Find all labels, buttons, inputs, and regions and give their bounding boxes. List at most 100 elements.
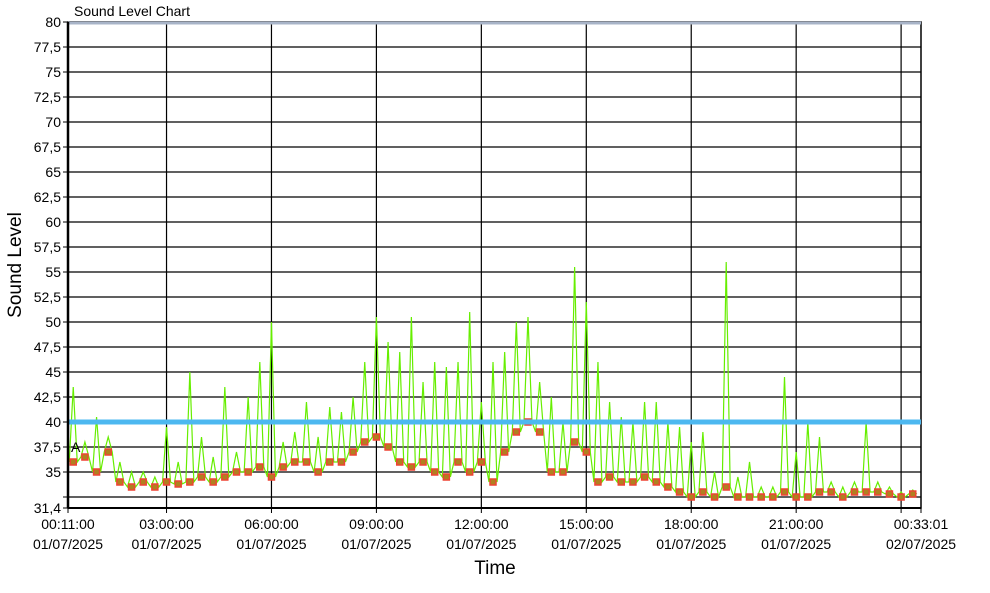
y-tick-label: 31,4 [34,500,61,516]
level-marker [337,458,346,466]
level-marker [419,458,427,466]
x-tick-time: 00:11:00 [41,516,95,532]
x-tick-date: 01/07/2025 [131,536,201,552]
level-marker [780,488,789,496]
level-marker [594,478,602,486]
level-marker [326,458,334,466]
y-tick-label: 50 [45,314,61,330]
level-marker [804,493,812,501]
level-marker [664,483,672,491]
level-marker [69,458,77,466]
level-marker [885,490,894,498]
level-marker [104,448,112,456]
level-marker [722,483,730,491]
x-tick-date: 01/07/2025 [656,536,726,552]
level-marker [839,493,847,501]
y-tick-label: 60 [45,214,61,230]
level-marker [232,468,241,476]
level-marker [407,463,416,471]
level-marker [372,433,381,441]
x-tick-time: 00:33:01 [894,516,949,532]
level-marker [349,448,357,456]
level-marker [139,478,147,486]
level-marker [605,473,614,481]
y-tick-label: 70 [45,114,61,130]
level-marker [734,493,742,501]
plot-border [67,21,922,509]
level-marker [547,468,556,476]
y-tick-label: 45 [45,364,61,380]
level-marker [151,483,159,491]
y-tick-label: 80 [45,14,61,30]
x-tick-time: 18:00:00 [664,516,719,532]
chart-title: Sound Level Chart [74,3,190,19]
level-marker [512,428,521,436]
level-marker [862,488,870,496]
y-tick-label: 67,5 [34,139,61,155]
x-tick-date: 02/07/2025 [886,536,956,552]
y-tick-label: 37,5 [34,439,61,455]
level-marker [535,428,544,436]
grid [67,21,922,509]
y-tick-label: 75 [45,64,61,80]
level-marker [221,473,229,481]
x-tick-time: 06:00:00 [244,516,299,532]
x-tick-date: 01/07/2025 [761,536,831,552]
level-marker [710,493,719,501]
level-marker [874,488,882,496]
annotation-label: A [71,439,81,455]
x-tick-time: 12:00:00 [454,516,509,532]
x-tick-date: 01/07/2025 [341,536,411,552]
level-marker [850,488,859,496]
level-marker [489,478,497,486]
level-marker [314,468,322,476]
y-tick-label: 77,5 [34,39,61,55]
level-marker [827,488,835,496]
y-tick-label: 55 [45,264,61,280]
level-marker [92,468,101,476]
level-marker [757,493,765,501]
y-tick-label: 52,5 [34,289,61,305]
x-tick-time: 03:00:00 [139,516,194,532]
level-marker [745,493,754,501]
y-tick-label: 47,5 [34,339,61,355]
level-marker [267,473,276,481]
x-tick-date: 01/07/2025 [551,536,621,552]
level-marker [687,493,695,501]
level-marker [395,458,404,466]
level-marker [174,480,182,488]
level-marker [500,448,509,456]
level-marker [302,458,311,466]
level-marker [582,448,591,456]
level-marker [699,488,707,496]
y-tick-label: 62,5 [34,189,61,205]
level-marker [465,468,474,476]
y-tick-label: 72,5 [34,89,61,105]
level-marker [279,463,287,471]
level-marker [559,468,567,476]
x-tick-date: 01/07/2025 [236,536,306,552]
level-marker [384,443,392,451]
data-marks: A [68,261,921,501]
y-tick-label: 57,5 [34,239,61,255]
level-marker [897,493,905,501]
level-marker [815,488,824,496]
x-tick-date: 01/07/2025 [33,536,103,552]
x-tick-date: 01/07/2025 [446,536,516,552]
level-marker [127,483,136,491]
x-tick-time: 21:00:00 [769,516,824,532]
level-marker [477,458,486,466]
y-tick-label: 35 [45,464,61,480]
level-marker [442,473,451,481]
level-marker [652,478,660,486]
level-marker [675,488,684,496]
level-marker [162,478,171,486]
level-marker [360,438,369,446]
x-tick-time: 09:00:00 [349,516,404,532]
level-marker [291,458,299,466]
y-tick-label: 65 [45,164,61,180]
level-marker [617,478,626,486]
axes: 80 77,5 75 72,5 70 67,5 65 62,5 60 57,5 55 52,5 50 47… [33,14,956,552]
level-marker [197,473,206,481]
